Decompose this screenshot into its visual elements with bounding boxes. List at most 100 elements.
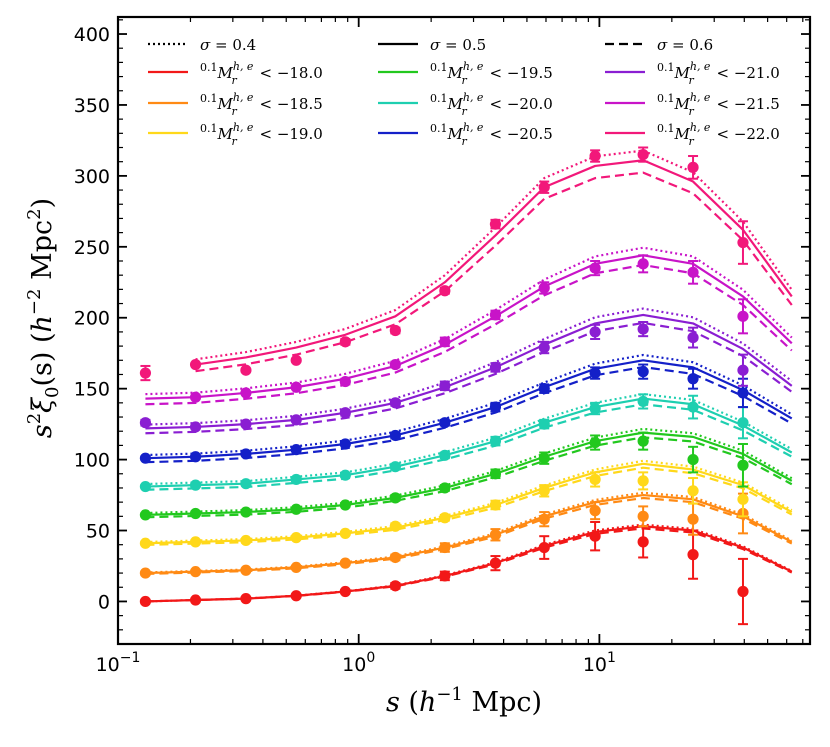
series-2-data-point bbox=[240, 534, 252, 547]
series-8-data-point bbox=[139, 367, 152, 379]
series-6-data-point bbox=[290, 414, 302, 426]
series-5-data-point bbox=[489, 401, 502, 413]
series-2-data-point bbox=[538, 485, 550, 497]
series-4-line-dotted bbox=[145, 393, 793, 486]
y-tick-label: 0 bbox=[98, 591, 110, 613]
series-2-data-point bbox=[439, 512, 451, 524]
series-2-data-point bbox=[589, 473, 601, 486]
series-6-data-point bbox=[339, 407, 351, 419]
series-7-data-point bbox=[489, 309, 502, 321]
series-5-data-point bbox=[439, 417, 451, 429]
y-tick-label: 50 bbox=[86, 521, 110, 543]
axis-labels: s (h−1 Mpc) s2ξ0(s) (h−2 Mpc2) bbox=[24, 198, 542, 718]
series-8-data-point bbox=[538, 181, 550, 193]
series-5-data-point bbox=[589, 367, 601, 379]
series-3-data-point bbox=[339, 499, 351, 511]
series-6-data-point bbox=[538, 341, 550, 354]
series-4-data-point bbox=[687, 401, 699, 413]
series-7-data-point bbox=[389, 358, 401, 371]
series-4-data-point bbox=[439, 449, 451, 461]
series-6-data-point bbox=[389, 397, 401, 409]
series-6-data-point bbox=[589, 326, 601, 338]
series-1-data-point bbox=[389, 551, 401, 564]
series-2-data-point bbox=[189, 536, 202, 548]
series-3-data-point bbox=[189, 507, 202, 520]
series-6-data-point bbox=[637, 323, 649, 335]
series-4-line-dashed bbox=[145, 403, 793, 491]
series-6-data-point bbox=[139, 417, 152, 429]
series-4-line-solid bbox=[145, 397, 793, 488]
series-8-data-point bbox=[589, 150, 601, 162]
series-3-data-point bbox=[687, 453, 699, 466]
series-1-data-point bbox=[439, 541, 451, 554]
series-3-line-dashed bbox=[145, 436, 793, 519]
legend-sigma-label: σ = 0.4 bbox=[200, 36, 256, 54]
series-0-data-point bbox=[589, 530, 601, 542]
series-0-data-point bbox=[489, 557, 502, 569]
series-0-data-point bbox=[240, 593, 252, 605]
x-tick-label: 101 bbox=[583, 650, 616, 676]
series-1-data-point bbox=[538, 513, 550, 525]
series-2-data-point bbox=[737, 493, 749, 505]
series-8-data-point bbox=[637, 148, 649, 161]
series-0-data-point bbox=[737, 585, 749, 598]
series-0-data-point bbox=[439, 570, 451, 582]
series-4-data-point bbox=[189, 479, 202, 491]
series-1-data-point bbox=[339, 557, 351, 569]
series-1-data-point bbox=[637, 510, 649, 522]
y-tick-label: 150 bbox=[74, 379, 110, 401]
y-tick-label: 300 bbox=[74, 166, 110, 188]
series-0-data-point bbox=[189, 594, 202, 606]
series-5-line-solid bbox=[145, 359, 793, 460]
series-6-line-solid bbox=[145, 313, 793, 430]
plot-frame bbox=[116, 15, 812, 646]
series-7-line-dashed bbox=[145, 263, 793, 406]
series-2-line-dashed bbox=[145, 466, 793, 547]
series-3-data-point bbox=[737, 459, 749, 471]
series-7-line-solid bbox=[145, 254, 793, 400]
series-5-data-point bbox=[290, 444, 302, 456]
series-4-data-point bbox=[489, 435, 502, 447]
series-5-data-point bbox=[637, 366, 649, 378]
series-5-data-point bbox=[240, 448, 252, 460]
series-6-data-point bbox=[189, 421, 202, 433]
series-6-data-point bbox=[687, 331, 699, 344]
series-2-line-solid bbox=[145, 462, 793, 545]
data-points-layer bbox=[139, 146, 749, 626]
series-7-data-point bbox=[538, 282, 550, 294]
series-7-data-point bbox=[339, 375, 351, 388]
y-axis-label: s2ξ0(s) (h−2 Mpc2) bbox=[24, 198, 63, 438]
legend-sigma-label: σ = 0.6 bbox=[657, 36, 713, 54]
y-tick-label: 200 bbox=[74, 308, 110, 330]
series-1-data-point bbox=[687, 513, 699, 525]
series-7-data-point bbox=[240, 387, 252, 399]
series-5-data-point bbox=[737, 387, 749, 399]
series-2-data-point bbox=[139, 537, 152, 549]
series-3-data-point bbox=[290, 503, 302, 515]
series-0-data-point bbox=[389, 580, 401, 592]
series-4-data-point bbox=[538, 418, 550, 430]
series-3-data-point bbox=[240, 506, 252, 518]
series-0-data-point bbox=[637, 536, 649, 548]
series-4-data-point bbox=[339, 469, 351, 481]
series-1-data-point bbox=[189, 566, 202, 578]
series-7-data-point bbox=[439, 336, 451, 348]
series-4-data-point bbox=[139, 480, 152, 493]
series-5-data-point bbox=[139, 452, 152, 464]
series-3-data-point bbox=[139, 509, 152, 521]
series-2-data-point bbox=[339, 527, 351, 539]
series-1-data-point bbox=[240, 564, 252, 576]
series-2-data-point bbox=[687, 485, 699, 497]
series-4-data-point bbox=[637, 395, 649, 408]
series-8-data-point bbox=[439, 285, 451, 297]
x-axis-label: s (h−1 Mpc) bbox=[386, 684, 542, 718]
legend-sigma-label: σ = 0.5 bbox=[430, 36, 486, 54]
series-5-data-point bbox=[389, 429, 401, 442]
series-0-data-point bbox=[339, 585, 351, 598]
